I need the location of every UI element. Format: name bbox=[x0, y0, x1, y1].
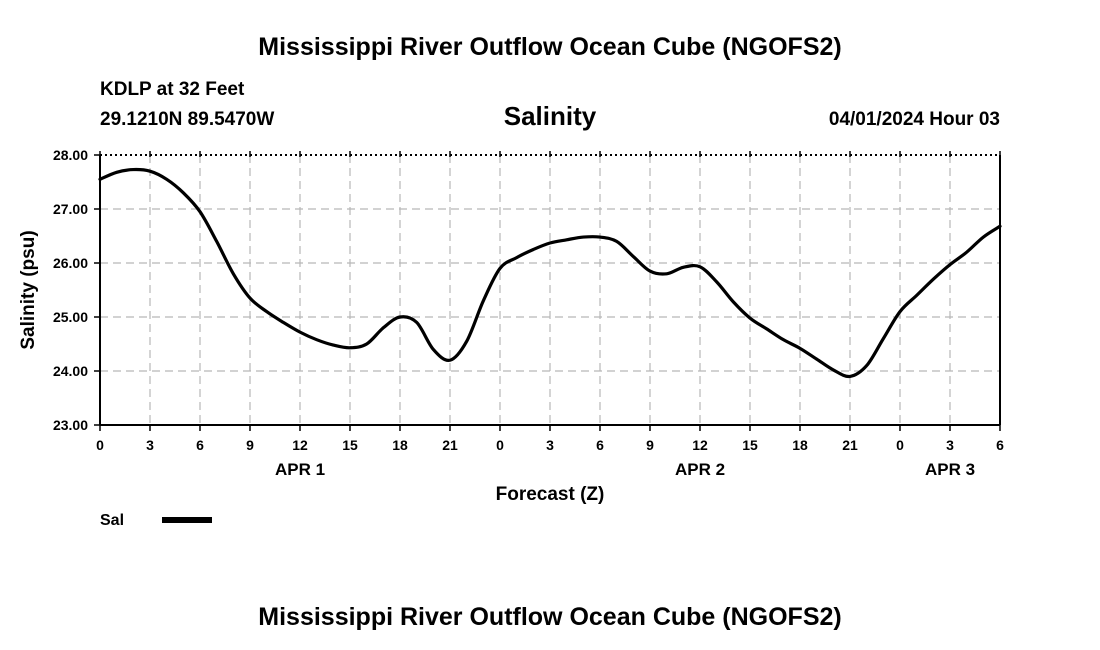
data-point bbox=[149, 170, 151, 172]
data-point bbox=[683, 267, 685, 269]
data-point bbox=[899, 311, 901, 313]
data-point bbox=[299, 331, 301, 333]
x-tick-label: 9 bbox=[246, 437, 254, 453]
data-point bbox=[533, 249, 535, 251]
data-point bbox=[133, 169, 135, 171]
data-point bbox=[849, 376, 851, 378]
data-point bbox=[599, 236, 601, 238]
data-point bbox=[516, 257, 518, 259]
x-tick-label: 21 bbox=[442, 437, 458, 453]
data-point bbox=[716, 281, 718, 283]
data-point bbox=[416, 322, 418, 324]
x-axis-label: Forecast (Z) bbox=[496, 484, 605, 505]
data-point bbox=[666, 273, 668, 275]
data-point bbox=[216, 241, 218, 243]
data-point bbox=[566, 239, 568, 241]
x-tick-label: 0 bbox=[96, 437, 104, 453]
variable-title: Salinity bbox=[504, 101, 597, 131]
x-tick-label: 6 bbox=[196, 437, 204, 453]
data-point bbox=[483, 300, 485, 302]
coords-label: 29.1210N 89.5470W bbox=[100, 109, 274, 130]
y-tick-label: 24.00 bbox=[53, 363, 88, 379]
x-tick-label: 0 bbox=[896, 437, 904, 453]
data-point bbox=[199, 211, 201, 213]
data-point bbox=[766, 328, 768, 330]
data-point bbox=[633, 256, 635, 258]
data-point bbox=[616, 241, 618, 243]
data-point bbox=[549, 242, 551, 244]
data-point bbox=[349, 347, 351, 349]
data-point bbox=[749, 317, 751, 319]
data-point bbox=[316, 339, 318, 341]
y-tick-label: 28.00 bbox=[53, 147, 88, 163]
data-point bbox=[499, 268, 501, 270]
data-point bbox=[249, 297, 251, 299]
data-point bbox=[399, 316, 401, 318]
y-tick-label: 25.00 bbox=[53, 309, 88, 325]
data-point bbox=[466, 341, 468, 343]
grid-lines bbox=[100, 155, 1000, 425]
data-point bbox=[583, 236, 585, 238]
day-label: APR 1 bbox=[275, 460, 325, 479]
data-point bbox=[783, 339, 785, 341]
data-point bbox=[883, 338, 885, 340]
data-point bbox=[649, 270, 651, 272]
x-tick-label: 18 bbox=[792, 437, 808, 453]
data-point bbox=[949, 264, 951, 266]
data-point bbox=[99, 179, 101, 181]
x-tick-label: 9 bbox=[646, 437, 654, 453]
series-line-sal bbox=[98, 167, 1002, 379]
data-point bbox=[799, 348, 801, 350]
data-point bbox=[866, 365, 868, 367]
x-tick-label: 12 bbox=[292, 437, 308, 453]
datetime-label: 04/01/2024 Hour 03 bbox=[829, 109, 1000, 130]
day-label: APR 3 bbox=[925, 460, 975, 479]
x-tick-label: 3 bbox=[146, 437, 154, 453]
data-point bbox=[433, 349, 435, 351]
data-point bbox=[366, 343, 368, 345]
x-tick-label: 12 bbox=[692, 437, 708, 453]
footer-title: Mississippi River Outflow Ocean Cube (NG… bbox=[258, 603, 841, 631]
x-tick-label: 21 bbox=[842, 437, 858, 453]
data-point bbox=[233, 273, 235, 275]
data-point bbox=[283, 322, 285, 324]
x-tick-label: 6 bbox=[996, 437, 1004, 453]
chart-main-title: Mississippi River Outflow Ocean Cube (NG… bbox=[258, 33, 841, 61]
x-tick-label: 0 bbox=[496, 437, 504, 453]
data-point bbox=[833, 369, 835, 371]
x-tick-label: 15 bbox=[342, 437, 358, 453]
axes: 0 3 6 9 12 15 18 21 0 3 6 9 12 15 18 21 0 3 6 23.00 24.00 25.… bbox=[53, 147, 1004, 479]
series-layer bbox=[98, 167, 1002, 379]
data-point bbox=[816, 358, 818, 360]
data-point bbox=[333, 344, 335, 346]
data-point bbox=[733, 301, 735, 303]
x-tick-label: 18 bbox=[392, 437, 408, 453]
x-tick-label: 6 bbox=[596, 437, 604, 453]
x-tick-label: 15 bbox=[742, 437, 758, 453]
y-tick-label: 26.00 bbox=[53, 255, 88, 271]
data-point bbox=[449, 359, 451, 361]
y-tick-label: 23.00 bbox=[53, 417, 88, 433]
data-point bbox=[999, 225, 1001, 227]
x-tick-label: 3 bbox=[946, 437, 954, 453]
y-tick-label: 27.00 bbox=[53, 201, 88, 217]
data-point bbox=[916, 295, 918, 297]
station-label: KDLP at 32 Feet bbox=[100, 79, 245, 100]
x-tick-label: 3 bbox=[546, 437, 554, 453]
data-point bbox=[166, 179, 168, 181]
data-point bbox=[933, 278, 935, 280]
data-point bbox=[266, 311, 268, 313]
day-label: APR 2 bbox=[675, 460, 725, 479]
data-point bbox=[699, 266, 701, 268]
data-point bbox=[983, 236, 985, 238]
y-axis-label: Salinity (psu) bbox=[18, 230, 39, 349]
data-point bbox=[966, 251, 968, 253]
data-point bbox=[183, 192, 185, 194]
data-point bbox=[116, 171, 118, 173]
legend-label-sal: Sal bbox=[100, 512, 124, 529]
data-point bbox=[383, 327, 385, 329]
